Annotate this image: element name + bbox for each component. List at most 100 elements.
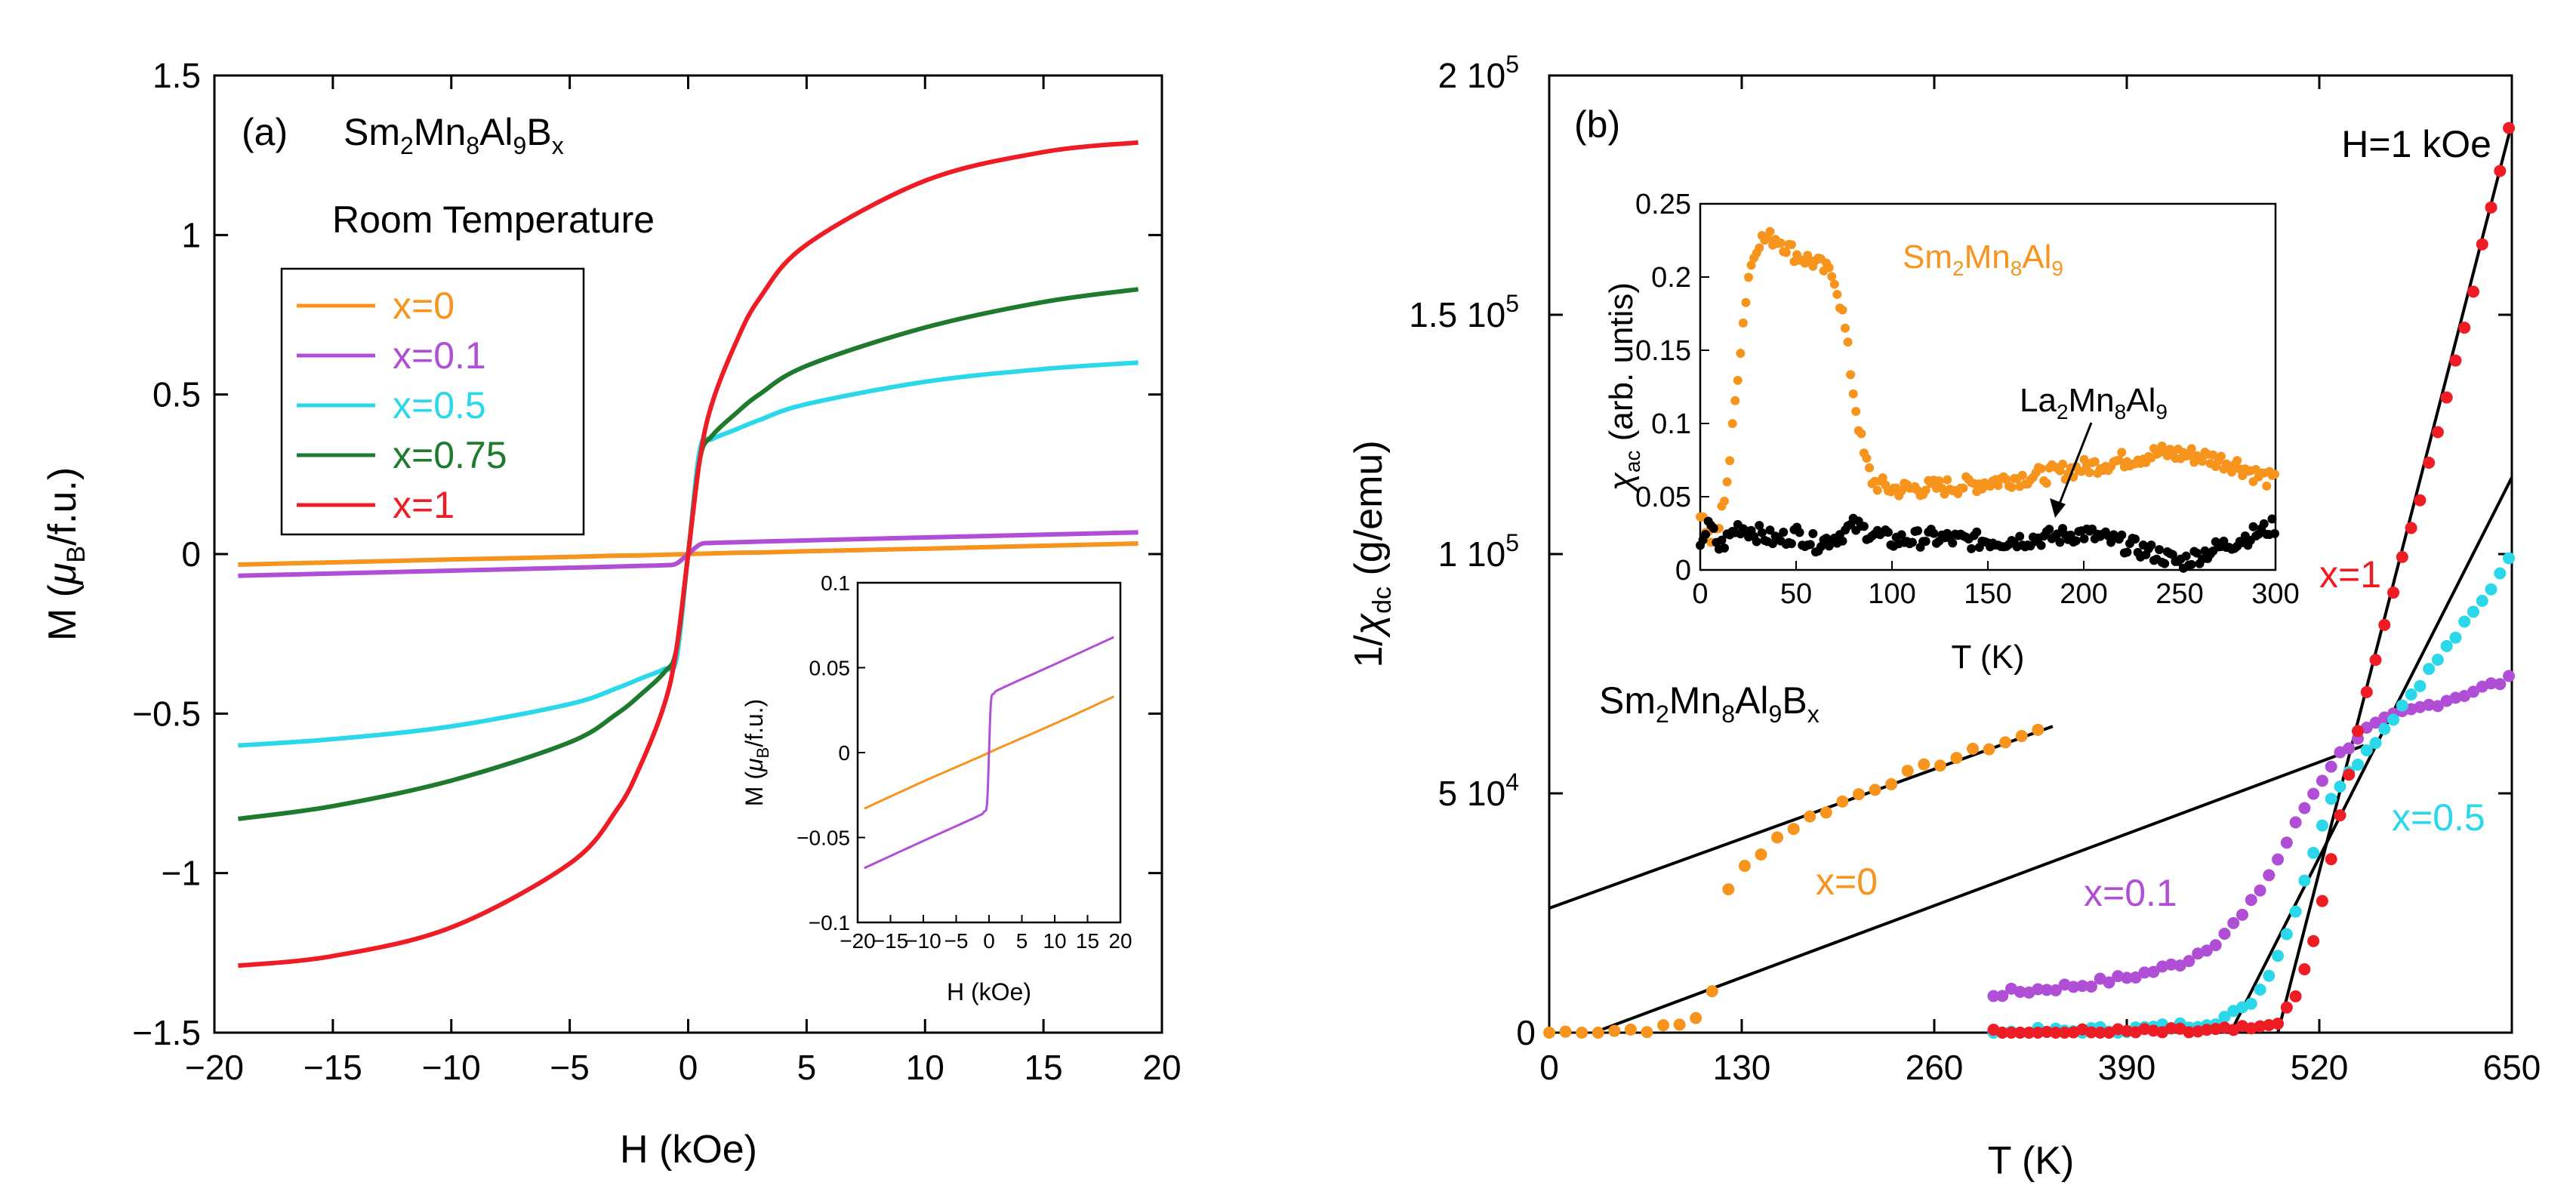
bi-point	[1841, 323, 1850, 333]
bi-point	[1824, 263, 1834, 273]
a-ytick-label: −1	[162, 854, 201, 893]
b-point	[2360, 685, 2373, 698]
b-point	[2325, 793, 2337, 805]
bi-point	[1741, 297, 1751, 307]
bi-point	[2160, 559, 2170, 568]
b-point	[1820, 806, 1832, 819]
bi-point	[1746, 260, 1756, 270]
bi-point	[1730, 396, 1740, 405]
b-point	[2218, 928, 2231, 941]
b-point	[1543, 1027, 1555, 1039]
b-point	[2396, 699, 2408, 712]
b-point	[1641, 1026, 1653, 1039]
bi-point	[1848, 389, 1858, 399]
bi-point	[2079, 534, 2089, 543]
b-point	[2396, 550, 2408, 563]
inset-label-la: La2Mn8Al9	[2020, 382, 2168, 423]
legend-box	[280, 267, 585, 536]
b-point	[2476, 594, 2488, 607]
b-point	[2431, 426, 2444, 439]
bi-point	[1720, 543, 1730, 553]
bi-point	[1865, 463, 1875, 473]
a-xtick-label: 5	[797, 1048, 817, 1087]
b-point	[2147, 965, 2160, 978]
bi-point	[1972, 527, 1982, 537]
bi-point	[2036, 463, 2046, 473]
panel-a-series	[237, 140, 1139, 968]
b-point	[2298, 802, 2311, 814]
series-label-x1: x=1	[2319, 553, 2381, 596]
panel-a-legend: x=0 x=0.1 x=0.5 x=0.75 x=1	[280, 267, 585, 536]
b-point	[2200, 1024, 2213, 1036]
bi-point	[2208, 450, 2218, 460]
b-point	[2467, 605, 2479, 618]
a-ytick-label: −0.5	[132, 694, 201, 733]
bi-xtick-label: 50	[1780, 578, 1812, 610]
bi-point	[2259, 519, 2269, 528]
bi-point	[1838, 305, 1847, 315]
b-point	[2245, 894, 2257, 907]
b-point	[2085, 980, 2097, 993]
a-ytick-label: 0	[181, 534, 201, 574]
b-point	[2360, 744, 2373, 756]
bi-point	[1958, 483, 1968, 493]
bi-point	[1755, 243, 1764, 253]
b-point	[2387, 587, 2400, 599]
b-point	[1967, 742, 1979, 755]
bi-point	[2262, 481, 2272, 491]
bi-point	[1897, 486, 1906, 496]
b-point	[2289, 990, 2302, 1002]
b-point	[2485, 583, 2497, 596]
bi-point	[2131, 534, 2140, 544]
bi-point	[1701, 529, 1711, 539]
b-point	[2334, 781, 2346, 793]
legend-label-4: x=1	[393, 484, 454, 526]
bi-point	[1921, 537, 1930, 547]
ai-xtick-label: 10	[1043, 929, 1066, 953]
bi-ytick-label: 0.05	[1635, 482, 1691, 513]
b-point	[2165, 958, 2177, 971]
bi-point	[2041, 479, 2051, 488]
b-point	[2449, 354, 2462, 367]
bi-point	[1786, 539, 1796, 549]
b-point	[2343, 742, 2356, 755]
b-fit-line-3	[2276, 122, 2513, 1033]
bi-point	[1851, 406, 1861, 416]
b-point	[1987, 990, 2000, 1002]
b-point	[1918, 758, 1930, 771]
b-point	[2076, 980, 2089, 993]
bi-point	[2085, 468, 2094, 478]
bi-point	[1832, 290, 1842, 300]
bi-point	[1883, 528, 1893, 537]
b-point	[2369, 654, 2382, 667]
b-point	[2058, 1027, 2071, 1039]
b-point	[2254, 884, 2266, 897]
b-point	[2316, 774, 2328, 787]
a-xtick-label: −15	[304, 1048, 362, 1087]
bi-point	[2017, 470, 2027, 480]
bi-point	[1846, 370, 1856, 380]
b-point	[2218, 1011, 2231, 1024]
b-point	[2289, 816, 2302, 829]
panel-b-ylabel: 1/χdc (g/emu)	[1347, 440, 1397, 667]
b-point	[2049, 1027, 2062, 1039]
b-point	[2431, 700, 2444, 713]
ai-xtick-label: 0	[983, 929, 995, 953]
b-point	[1755, 848, 1767, 861]
bi-point	[1738, 318, 1748, 328]
panel-b: 0 130 260 390 520 650 0 5 104 1 105 1.5 105 2 105…	[1347, 51, 2541, 1183]
b-point	[2307, 935, 2320, 947]
bi-xtick-label: 250	[2155, 578, 2203, 610]
bi-point	[2114, 455, 2124, 465]
panel-a: −20 −15 −10 −5 0 5 10 15 20 −1.5−1−0.500.511.5 (…	[41, 56, 1182, 1172]
b-xtick-label: 130	[1713, 1048, 1771, 1087]
b-point	[2503, 670, 2516, 682]
b-point	[1836, 795, 1849, 808]
b-point	[2476, 238, 2488, 251]
bi-series-1	[1696, 513, 2279, 573]
b-point	[2503, 122, 2516, 134]
panel-b-inset-xlabel: T (K)	[1952, 639, 2025, 676]
b-point	[2200, 944, 2213, 957]
b-point	[2005, 1027, 2017, 1039]
b-point	[2272, 1018, 2285, 1030]
